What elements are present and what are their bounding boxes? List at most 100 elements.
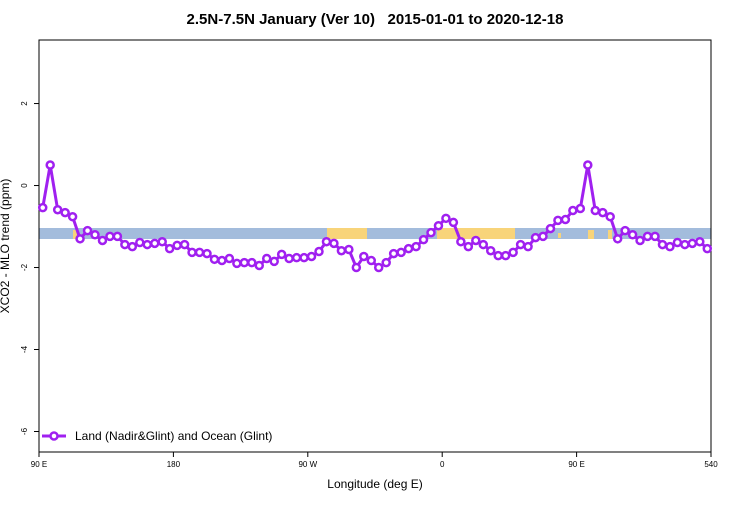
point [418, 234, 429, 245]
point [314, 246, 324, 257]
point [269, 256, 279, 267]
x-tick-label: 540 [704, 460, 718, 469]
point [217, 255, 227, 266]
point [657, 239, 668, 250]
x-axis-label: Longitude (deg E) [327, 477, 422, 491]
point [97, 235, 108, 246]
point [545, 223, 556, 234]
point [680, 239, 690, 250]
point [702, 243, 713, 254]
point [247, 257, 257, 268]
point [687, 238, 698, 249]
point [627, 229, 638, 240]
point [568, 205, 578, 216]
point [381, 257, 391, 268]
point [508, 247, 518, 258]
point [157, 236, 167, 247]
point [37, 202, 48, 213]
point [650, 231, 660, 242]
point [620, 225, 630, 236]
point [523, 241, 533, 252]
point [135, 237, 145, 248]
point [120, 239, 130, 250]
point [441, 213, 451, 224]
point [665, 241, 675, 252]
point [209, 254, 220, 265]
x-tick-label: 180 [167, 460, 181, 469]
point [105, 231, 115, 242]
x-tick-label: 90 E [31, 460, 47, 469]
point [456, 236, 466, 247]
point [224, 253, 235, 264]
y-tick-label: -6 [20, 427, 29, 435]
point [149, 238, 160, 249]
point [336, 245, 347, 256]
point [232, 258, 242, 269]
point [194, 247, 205, 258]
point [142, 239, 153, 250]
point [575, 203, 586, 214]
legend-label: Land (Nadir&Glint) and Ocean (Glint) [75, 429, 272, 443]
point [426, 227, 436, 238]
point [500, 250, 511, 261]
point [67, 211, 78, 222]
point [284, 253, 294, 264]
point [530, 232, 541, 243]
point [463, 241, 474, 252]
point [276, 249, 287, 260]
point [493, 250, 503, 261]
point [261, 253, 272, 264]
point [90, 229, 100, 240]
point [471, 235, 481, 246]
point [590, 205, 601, 216]
x-tick-label: 0 [440, 460, 445, 469]
point [695, 236, 705, 247]
y-tick-label: 0 [20, 183, 29, 188]
point [344, 244, 354, 255]
point [597, 207, 608, 218]
point [60, 207, 70, 218]
point [553, 215, 563, 226]
point [448, 217, 459, 228]
point [187, 247, 197, 258]
point [306, 251, 317, 262]
x-tick-label: 90 W [298, 460, 317, 469]
point [373, 262, 384, 273]
point [291, 252, 302, 263]
point [642, 231, 653, 242]
point [635, 235, 645, 246]
point [164, 243, 175, 254]
y-axis-label: XCO2 - MLO trend (ppm) [0, 179, 12, 314]
y-tick-label: -2 [20, 263, 29, 271]
point [612, 234, 623, 244]
point [172, 240, 182, 251]
point [202, 248, 212, 259]
point [112, 231, 123, 242]
x-tick-label: 90 E [568, 460, 584, 469]
point [82, 225, 93, 236]
point [351, 262, 362, 273]
legend: Land (Nadir&Glint) and Ocean (Glint) [42, 429, 272, 443]
y-tick-label: 2 [20, 101, 29, 106]
point [321, 236, 332, 247]
point [433, 220, 444, 231]
point [299, 252, 309, 263]
legend-marker [49, 431, 59, 441]
point [359, 251, 369, 262]
point [254, 260, 265, 271]
point [560, 214, 571, 225]
point [366, 255, 377, 266]
chart-title: 2.5N-7.5N January (Ver 10) 2015-01-01 to… [187, 11, 564, 28]
point [388, 248, 399, 259]
point [239, 257, 250, 268]
point [329, 238, 339, 249]
point [127, 241, 138, 252]
point [45, 160, 55, 170]
point [411, 241, 421, 252]
point [403, 243, 414, 254]
point [538, 231, 548, 242]
point [478, 239, 489, 250]
land-ocean-strip [39, 228, 711, 239]
point [605, 211, 615, 222]
